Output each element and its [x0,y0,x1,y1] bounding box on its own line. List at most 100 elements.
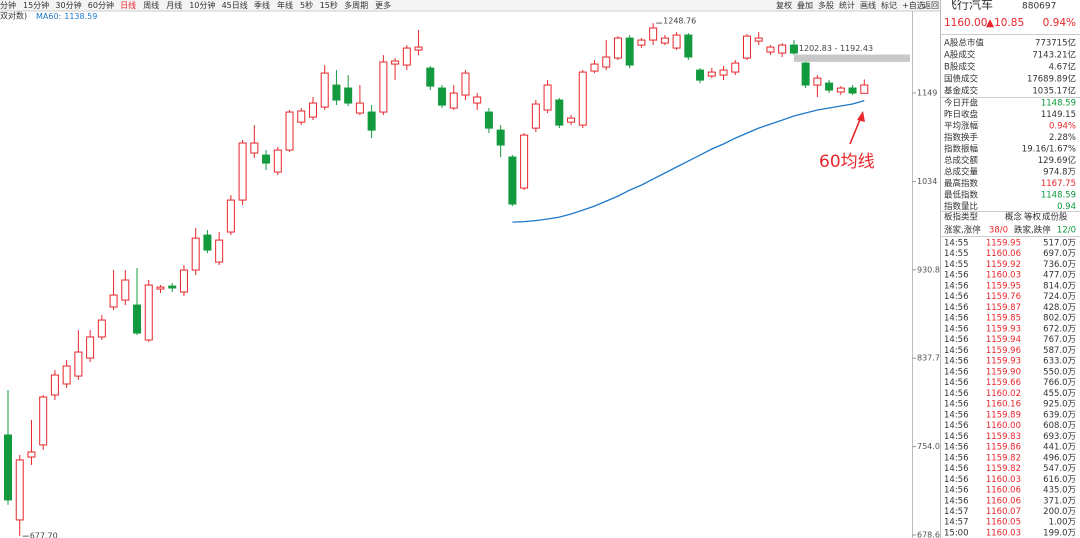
tick-volume: 587.0万 [1043,346,1076,356]
panel-tab[interactable]: 板指类型 [944,212,979,223]
candle-body [74,351,83,377]
tool-button[interactable]: 复权 [776,0,792,10]
panel-code: 880697 [1022,2,1056,12]
period-tab[interactable]: 10分钟 [189,0,215,10]
stat-label: 最低指数 [944,190,979,201]
tick-price: 1159.66 [986,378,1021,388]
period-tab[interactable]: 季线 [254,0,270,10]
candle-body [262,154,271,164]
period-tab[interactable]: 15分钟 [23,0,49,10]
tool-button[interactable]: 返回 [923,1,939,10]
candle-body [496,129,505,146]
tick-price: 1159.95 [986,281,1021,291]
stat-value: 19.16/1.67% [1022,145,1076,155]
period-tab[interactable]: 周线 [143,0,159,10]
candle-body [672,34,681,49]
tick-volume: 547.0万 [1043,464,1076,474]
tick-price: 1159.83 [986,432,1021,442]
candle-body [684,34,693,58]
tool-button[interactable]: +自选 [902,0,925,10]
legend-value: 1138.59 [64,12,97,21]
tick-price: 1159.96 [986,346,1021,356]
candle-body [531,103,540,129]
period-tab[interactable]: 15秒 [320,0,338,10]
tick-time: 14:57 [944,518,969,528]
stat-label: 国债成交 [944,74,979,85]
candle-body [39,396,48,446]
candle-body [778,44,787,54]
breadth-label: 涨家,涨停 [944,225,981,236]
candle-body [121,279,130,301]
candle-body [144,284,153,341]
tool-button[interactable]: 标记 [881,0,897,10]
tick-volume: 496.0万 [1043,453,1076,463]
tick-price: 1160.05 [986,518,1021,528]
tick-price: 1159.93 [986,357,1021,367]
period-tab[interactable]: 60分钟 [88,0,114,10]
annotation-label: 677.70 [30,532,58,538]
tick-volume: 517.0万 [1043,239,1076,249]
tool-button[interactable]: 统计 [839,0,855,10]
tick-price: 1160.03 [986,528,1021,538]
panel-tab[interactable]: 概念 [1005,212,1023,223]
tick-time: 14:56 [944,346,969,356]
y-tick-label: 1149 [917,88,937,97]
breadth-label: 跌家,跌停 [1014,225,1051,236]
period-tab[interactable]: 45日线 [222,0,248,10]
tick-time: 14:56 [944,314,969,324]
candle-body [86,336,95,359]
tick-time: 14:56 [944,496,969,506]
tick-time: 14:56 [944,281,969,291]
tool-button[interactable]: 多股 [818,0,834,10]
stat-value: 1148.59 [1041,99,1076,109]
candle-body [215,239,224,263]
candle-body [578,71,587,126]
callout-arrowhead [857,111,865,122]
tool-button[interactable]: 画线 [860,0,876,10]
breadth-value: 38/0 [989,226,1008,236]
candle-body [696,69,705,81]
candle-body [191,237,200,271]
tick-time: 15:00 [944,528,969,538]
panel-tab[interactable]: 成份股 [1042,212,1068,223]
period-tab[interactable]: 月线 [166,0,182,10]
tick-price: 1159.82 [986,464,1021,474]
side-panel: 飞行汽车 880697 1160.00 ▲10.85 0.94% A股总市值 77… [941,0,1080,538]
period-tab[interactable]: 年线 [277,0,293,10]
period-tab[interactable]: 5秒 [300,0,313,10]
candle-body [543,84,552,111]
candle-body [379,61,388,113]
period-tab[interactable]: 30分钟 [55,0,81,10]
tick-price: 1159.93 [986,324,1021,334]
candle-body [391,60,400,65]
tool-button[interactable]: 叠加 [797,0,813,10]
tick-volume: 371.0万 [1043,496,1076,506]
candle-body [320,72,329,108]
stat-label: 总成交量 [944,167,979,178]
tick-time: 14:56 [944,378,969,388]
candle-body [332,84,341,101]
tick-price: 1159.86 [986,443,1021,453]
candle-body [449,92,458,109]
tick-volume: 1.00万 [1049,518,1076,528]
period-tab[interactable]: 分钟 [0,0,16,10]
candle-body [742,35,751,59]
stat-value: 0.94% [1049,122,1076,132]
stat-value: 0.94 [1057,202,1076,212]
candle-body [97,319,106,338]
tick-volume: 736.0万 [1043,260,1076,270]
candle-body [660,37,669,44]
tick-time: 14:56 [944,389,969,399]
tick-time: 14:55 [944,239,969,249]
period-tab[interactable]: 多周期 [344,0,368,10]
candle-body [308,102,317,118]
candle-body [27,451,36,458]
period-tab[interactable]: 更多 [375,0,391,10]
panel-tab[interactable]: 等权 [1024,212,1042,223]
period-tab[interactable]: 日线 [120,0,136,10]
candle-body [133,304,142,334]
candle-body [508,156,517,205]
candle-body [344,87,353,104]
candle-body [355,102,364,114]
